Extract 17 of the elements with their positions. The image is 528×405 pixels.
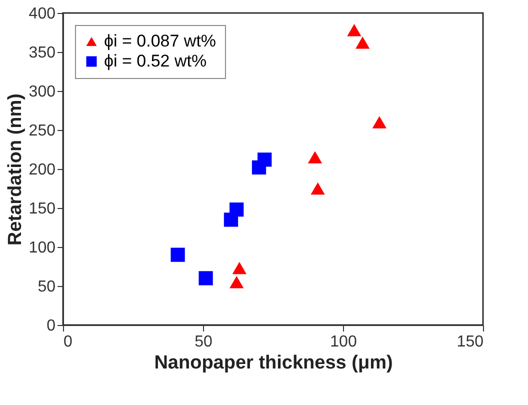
x-tick-label: 50 [194, 334, 212, 350]
y-tick-label: 100 [28, 240, 56, 256]
x-tick-label: 0 [64, 334, 72, 350]
y-tick-label: 350 [28, 44, 56, 62]
y-tick-label: 400 [28, 6, 56, 22]
x-axis-title: Nanopaper thickness (μm) [154, 352, 393, 374]
x-tick-label: 150 [456, 334, 484, 350]
y-tick-label: 200 [28, 162, 56, 178]
legend-label: ϕi = 0.52 wt% [104, 52, 207, 70]
y-axis-title: Retardation (nm) [4, 94, 26, 246]
y-tick-label: 50 [38, 278, 56, 296]
legend-label: ϕi = 0.087 wt% [104, 32, 216, 50]
y-tick-label: 0 [46, 318, 56, 334]
y-tick-label: 150 [28, 200, 56, 218]
x-tick-label: 100 [330, 334, 357, 350]
y-tick-label: 300 [28, 84, 56, 100]
y-tick-label: 250 [28, 122, 56, 140]
